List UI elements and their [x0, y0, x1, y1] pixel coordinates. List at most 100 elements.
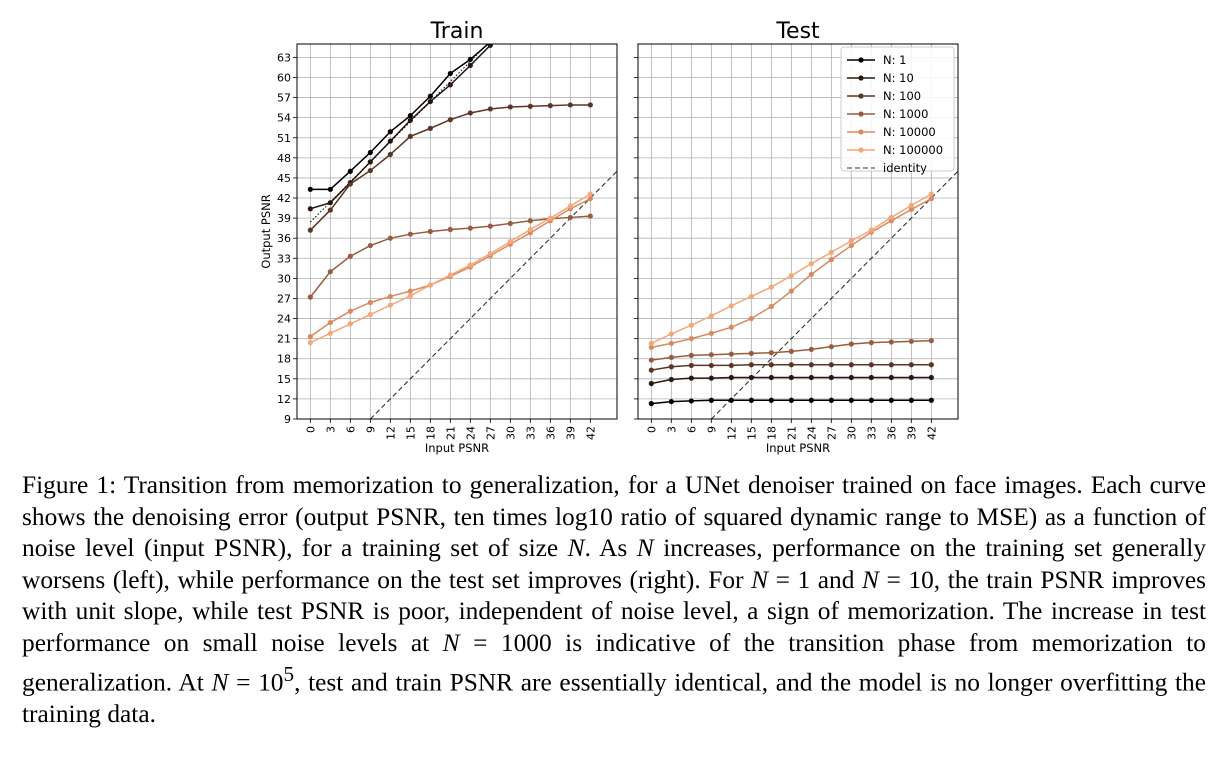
x-tick-label: 24: [805, 426, 818, 440]
axes-frame: [296, 43, 618, 420]
data-point: [708, 352, 714, 358]
data-point: [668, 398, 674, 405]
data-point: [327, 269, 333, 275]
grid: [297, 44, 617, 420]
data-point: [808, 261, 814, 267]
data-point: [868, 340, 874, 346]
data-point: [788, 273, 794, 279]
data-point: [648, 400, 654, 407]
panel-title: Train: [430, 19, 484, 44]
y-tick-label: 36: [277, 232, 291, 245]
x-tick-label: 0: [304, 426, 317, 433]
x-tick-label: 18: [765, 426, 778, 440]
data-point: [487, 44, 493, 48]
data-point: [567, 203, 573, 209]
data-point: [928, 362, 934, 368]
legend-label: N: 1000: [883, 107, 928, 121]
legend-marker: [858, 129, 864, 135]
data-point: [768, 374, 774, 381]
data-point: [447, 226, 453, 233]
axes-frame: [637, 43, 959, 420]
data-point: [768, 350, 774, 356]
data-point: [307, 227, 313, 233]
data-point: [467, 110, 473, 116]
data-point: [848, 341, 854, 347]
x-tick-label: 6: [685, 426, 698, 433]
data-point: [567, 214, 573, 221]
x-tick-label: 0: [645, 426, 658, 433]
data-point: [447, 272, 453, 278]
legend-marker: [858, 93, 864, 99]
data-point: [327, 207, 333, 213]
lines: [648, 170, 958, 419]
data-point: [828, 257, 834, 263]
data-point: [307, 340, 313, 346]
data-point: [407, 113, 413, 119]
x-tick-label: 30: [845, 426, 858, 440]
data-point: [688, 352, 694, 358]
data-point: [447, 70, 453, 77]
data-point: [808, 346, 814, 352]
x-tick-label: 3: [665, 426, 678, 433]
legend-marker: [858, 147, 864, 153]
x-tick-label: 39: [564, 426, 577, 440]
data-point: [928, 338, 934, 344]
data-point: [447, 82, 453, 88]
data-point: [407, 293, 413, 299]
identity-line: [369, 170, 617, 419]
data-point: [507, 220, 513, 227]
data-point: [347, 168, 353, 174]
data-point: [447, 117, 453, 123]
data-point: [587, 102, 593, 108]
legend-label: N: 1: [883, 53, 906, 67]
data-point: [327, 186, 333, 192]
data-point: [848, 238, 854, 244]
y-tick-label: 54: [277, 112, 291, 125]
y-tick-label: 33: [277, 252, 291, 265]
data-point: [728, 351, 734, 357]
x-tick-label: 33: [865, 426, 878, 440]
data-point: [547, 103, 553, 109]
data-point: [848, 362, 854, 368]
data-point: [908, 362, 914, 368]
data-point: [527, 226, 533, 233]
y-tick-label: 15: [277, 373, 291, 386]
data-point: [828, 249, 834, 255]
data-point: [788, 348, 794, 354]
data-point: [728, 374, 734, 381]
legend-marker: [858, 57, 864, 63]
data-point: [587, 213, 593, 219]
y-tick-label: 42: [277, 192, 291, 205]
data-point: [828, 397, 834, 403]
x-tick-label: 36: [544, 426, 557, 440]
x-axis-label: Input PSNR: [766, 441, 830, 455]
identity-line: [710, 170, 958, 419]
data-point: [527, 103, 533, 109]
data-point: [387, 293, 393, 300]
data-point: [487, 250, 493, 257]
data-point: [467, 262, 473, 268]
y-tick-label: 48: [277, 152, 291, 165]
data-point: [888, 214, 894, 221]
data-point: [327, 319, 333, 326]
data-point: [347, 308, 353, 314]
x-tick-label: 12: [384, 426, 397, 440]
figure-caption: Figure 1: Transition from memorization t…: [22, 471, 1207, 728]
data-point: [547, 215, 553, 221]
data-point: [407, 288, 413, 294]
x-axis-label: Input PSNR: [425, 441, 489, 455]
data-point: [327, 330, 333, 336]
data-point: [467, 225, 473, 231]
data-point: [648, 357, 654, 363]
data-point: [748, 350, 754, 356]
data-point: [808, 374, 814, 381]
panel-title: Test: [775, 19, 820, 44]
data-point: [347, 181, 353, 187]
data-point: [768, 397, 774, 403]
x-tick-label: 42: [584, 426, 597, 440]
data-point: [427, 228, 433, 235]
data-point: [928, 196, 934, 202]
y-tick-label: 18: [277, 353, 291, 366]
data-point: [748, 315, 754, 322]
x-tick-label: 21: [444, 426, 457, 440]
